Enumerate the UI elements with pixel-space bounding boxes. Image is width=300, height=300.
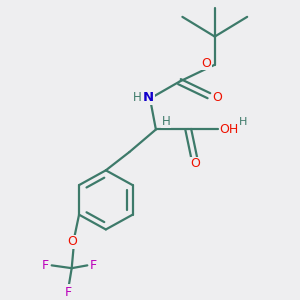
Text: OH: OH <box>219 123 238 136</box>
Text: O: O <box>212 91 222 103</box>
Text: O: O <box>67 236 77 248</box>
Text: F: F <box>65 286 72 298</box>
Text: O: O <box>191 157 201 170</box>
Text: H: H <box>238 117 247 127</box>
Text: F: F <box>42 259 49 272</box>
Text: H: H <box>133 92 142 104</box>
Text: O: O <box>202 57 212 70</box>
Text: N: N <box>143 92 154 104</box>
Text: F: F <box>90 259 97 272</box>
Text: H: H <box>162 115 171 128</box>
